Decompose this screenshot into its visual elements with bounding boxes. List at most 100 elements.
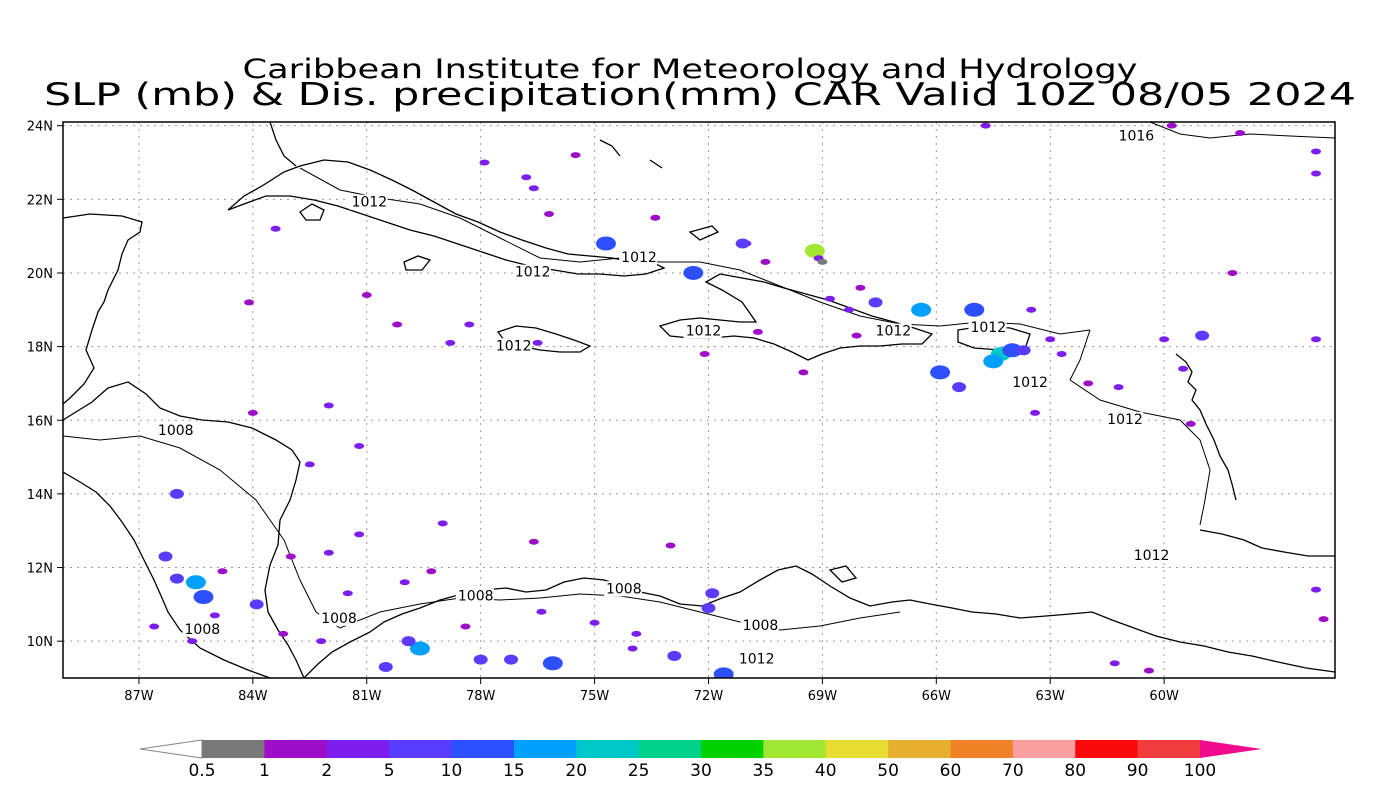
lon-tick-label: 72W: [694, 689, 724, 704]
isobar-1016: [1149, 122, 1335, 139]
colorbar-label: 90: [1127, 761, 1149, 781]
colorbar-label: 10: [441, 761, 463, 781]
isobar-label-bg: [968, 319, 1007, 335]
colorbar-label: 30: [690, 761, 712, 781]
lat-tick-label: 22N: [27, 193, 53, 208]
coast-nicaragua: [264, 461, 305, 678]
isobar-label-bg: [873, 323, 912, 339]
colorbar-swatch: [389, 740, 452, 758]
title-line-1: Caribbean Institute for Meteorology and …: [243, 54, 1138, 85]
isobar-label: 1012: [739, 651, 775, 667]
precip-cell: [1143, 667, 1154, 674]
lon-tick-label: 75W: [580, 689, 610, 704]
isobar-label: 1012: [686, 324, 722, 340]
precip-cell: [392, 321, 403, 328]
colorbar-label: 15: [503, 761, 525, 781]
isobar-label-bg: [603, 581, 642, 597]
precip-cell: [270, 225, 281, 232]
isobar-label-bg: [155, 422, 194, 438]
precip-cell: [528, 185, 539, 192]
colorbar-label: 0.5: [188, 761, 215, 781]
lon-tick-label: 87W: [124, 689, 154, 704]
coast-bahamas: [599, 139, 720, 241]
precip-cell: [278, 630, 289, 637]
lat-tick-label: 24N: [27, 120, 53, 135]
precip-cell: [1166, 122, 1177, 129]
isobar-1012-north: [299, 167, 1091, 335]
precip-cell: [323, 402, 334, 409]
precip-cell: [843, 306, 854, 313]
precip-cell: [437, 520, 448, 527]
precip-cell: [316, 638, 327, 645]
isobar-label: 1008: [606, 581, 642, 597]
precip-cell: [247, 409, 258, 416]
isobar-label-bg: [1116, 128, 1155, 144]
colorbar-label: 1: [259, 761, 270, 781]
precip-cell: [473, 654, 488, 665]
latitude-ticks: 10N 12N 14N 16N 18N 20N 22N 24N: [27, 120, 63, 650]
colorbar-label: 40: [815, 761, 837, 781]
colorbar-swatch: [202, 740, 265, 758]
precip-cell: [158, 551, 173, 562]
precip-cell: [209, 612, 220, 619]
lon-tick-label: 66W: [922, 689, 952, 704]
precip-cell: [445, 339, 456, 346]
isobar-label: 1012: [496, 338, 532, 354]
precip-cell: [1045, 336, 1056, 343]
lon-tick-label: 60W: [1149, 689, 1179, 704]
lon-tick-label: 84W: [238, 689, 268, 704]
precip-cell: [798, 369, 809, 376]
precip-cell: [460, 623, 471, 630]
colorbar-swatch: [1075, 740, 1139, 758]
precip-cell: [1235, 130, 1246, 137]
coast-lesser-antilles: [1175, 353, 1237, 501]
precip-cell: [187, 638, 198, 645]
isobar-label: 1012: [352, 195, 388, 211]
precip-cell: [589, 619, 600, 626]
isobar-label: 1012: [1134, 548, 1170, 564]
isobar-label-bg: [736, 651, 775, 667]
isobar-label: 1008: [158, 423, 194, 439]
isobar-label-bg: [182, 621, 221, 637]
precip-cell: [354, 531, 365, 538]
precip-cell: [631, 630, 642, 637]
lat-tick-label: 16N: [27, 414, 53, 429]
precip-cell: [701, 603, 716, 614]
precip-cell: [1318, 616, 1329, 623]
precip-cell: [185, 575, 206, 590]
precip-cell: [217, 568, 228, 575]
isobar-label: 1012: [1107, 412, 1143, 428]
precip-cell: [1311, 170, 1322, 177]
precip-cell: [980, 122, 991, 129]
coast-panama-colombia: [303, 565, 1335, 678]
colorbar-label: 50: [877, 761, 899, 781]
precip-cell: [536, 608, 547, 615]
precip-cell: [1083, 380, 1094, 387]
precip-cell: [1159, 336, 1170, 343]
colorbar-label: 100: [1184, 761, 1216, 781]
lat-tick-label: 12N: [27, 562, 53, 577]
coast-yucatan: [63, 213, 143, 405]
colorbar-label: 60: [940, 761, 962, 781]
precip-cell: [760, 258, 771, 265]
colorbar-label: 80: [1064, 761, 1086, 781]
isobar-label: 1012: [515, 265, 551, 281]
precip-cell: [1002, 343, 1023, 358]
colorbar-swatch: [825, 740, 889, 758]
colorbar-swatch: [1012, 740, 1076, 758]
precip-cell: [521, 174, 532, 181]
isobar-label-bg: [1131, 548, 1170, 564]
precip-cell: [1056, 350, 1067, 357]
precip-cell: [665, 542, 676, 549]
precip-cell: [544, 211, 555, 218]
precip-cell: [249, 599, 264, 610]
precip-cell: [699, 350, 710, 357]
isobar-label-bg: [512, 264, 551, 280]
coast-curacao: [828, 565, 858, 583]
isobar-label: 1012: [1012, 375, 1048, 391]
precip-cell: [378, 661, 393, 672]
precipitation-colorbar: 0.5 1 2 5 10 15 20 25 30 35 40 50 60 70 80 90 100: [139, 739, 1262, 781]
precip-cell: [735, 238, 750, 249]
precip-cell: [752, 328, 763, 335]
